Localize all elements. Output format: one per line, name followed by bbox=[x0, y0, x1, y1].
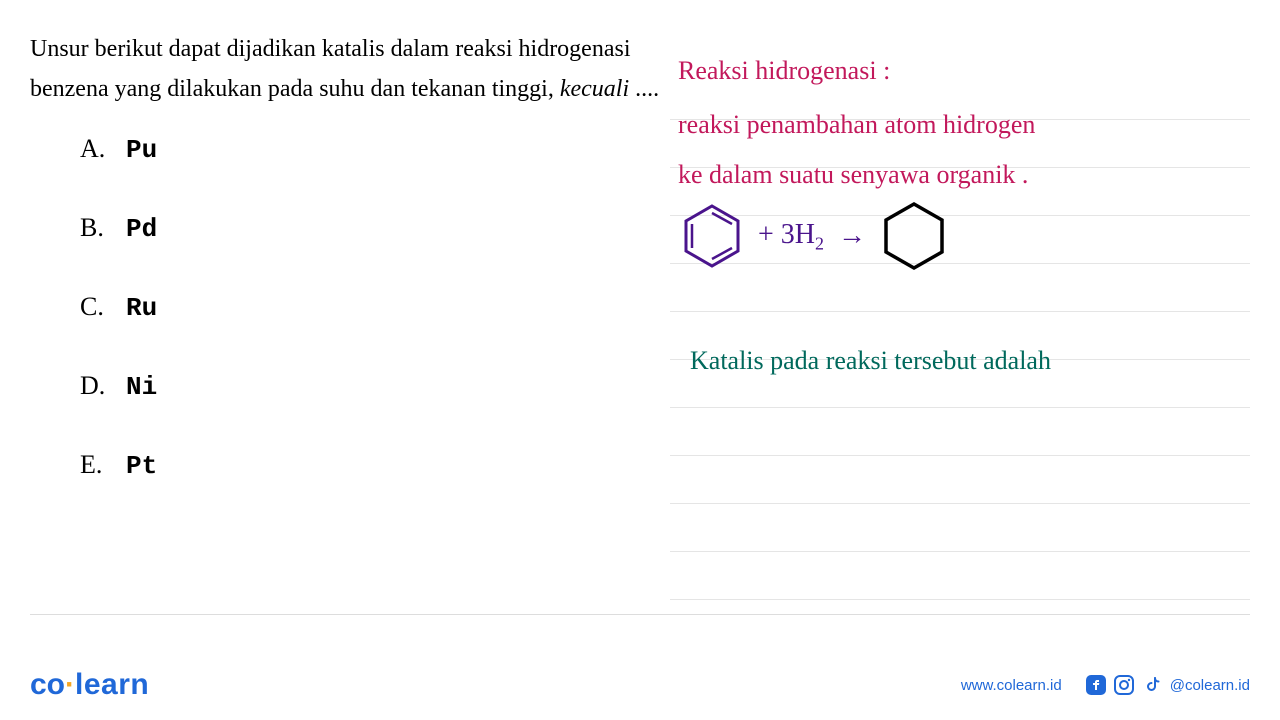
social-links: @colearn.id bbox=[1086, 675, 1250, 695]
option-value: Pt bbox=[126, 451, 157, 481]
option-value: Ni bbox=[126, 372, 157, 402]
equation-subscript: 2 bbox=[815, 233, 824, 253]
footer-right: www.colearn.id @colearn.id bbox=[961, 675, 1250, 695]
arrow-icon: → bbox=[838, 218, 866, 254]
social-handle[interactable]: @colearn.id bbox=[1170, 677, 1250, 694]
option-value: Ru bbox=[126, 293, 157, 323]
answer-panel: Reaksi hidrogenasi : reaksi penambahan a… bbox=[670, 30, 1250, 620]
tiktok-icon[interactable] bbox=[1142, 675, 1162, 695]
option-a[interactable]: A. Pu bbox=[80, 134, 660, 165]
ruled-line bbox=[670, 408, 1250, 456]
option-e[interactable]: E. Pt bbox=[80, 450, 660, 481]
reaction-equation: + 3H2 → bbox=[680, 198, 948, 274]
instagram-icon[interactable] bbox=[1114, 675, 1134, 695]
option-value: Pd bbox=[126, 214, 157, 244]
ruled-line bbox=[670, 504, 1250, 552]
options-list: A. Pu B. Pd C. Ru D. Ni E. Pt bbox=[30, 134, 660, 481]
equation-plus-text: + 3H bbox=[758, 219, 815, 250]
logo-dot: · bbox=[65, 668, 75, 701]
logo-learn: learn bbox=[75, 668, 149, 701]
option-letter: D. bbox=[80, 371, 112, 401]
question-part2: .... bbox=[629, 76, 659, 102]
question-text: Unsur berikut dapat dijadikan katalis da… bbox=[30, 30, 660, 109]
question-panel: Unsur berikut dapat dijadikan katalis da… bbox=[30, 30, 670, 620]
cyclohexane-icon bbox=[880, 198, 948, 274]
facebook-icon[interactable] bbox=[1086, 675, 1106, 695]
benzene-icon bbox=[680, 200, 744, 272]
logo-co: co bbox=[30, 668, 65, 701]
option-letter: B. bbox=[80, 213, 112, 243]
option-letter: C. bbox=[80, 292, 112, 322]
website-url[interactable]: www.colearn.id bbox=[961, 677, 1062, 694]
footer: co·learn www.colearn.id @colearn.id bbox=[0, 650, 1280, 720]
handwriting-catalyst: Katalis pada reaksi tersebut adalah bbox=[690, 344, 1051, 378]
handwriting-line3: ke dalam suatu senyawa organik . bbox=[678, 158, 1028, 192]
option-letter: E. bbox=[80, 450, 112, 480]
ruled-line bbox=[670, 456, 1250, 504]
option-d[interactable]: D. Ni bbox=[80, 371, 660, 402]
equation-plus-h2: + 3H2 bbox=[758, 217, 824, 256]
ruled-lines bbox=[670, 72, 1250, 600]
option-value: Pu bbox=[126, 135, 157, 165]
handwriting-title: Reaksi hidrogenasi : bbox=[678, 54, 890, 88]
question-part1: Unsur berikut dapat dijadikan katalis da… bbox=[30, 36, 631, 102]
divider-line bbox=[30, 614, 1250, 615]
handwriting-line2: reaksi penambahan atom hidrogen bbox=[678, 108, 1035, 142]
option-c[interactable]: C. Ru bbox=[80, 292, 660, 323]
option-b[interactable]: B. Pd bbox=[80, 213, 660, 244]
logo: co·learn bbox=[30, 668, 149, 702]
option-letter: A. bbox=[80, 134, 112, 164]
ruled-line bbox=[670, 552, 1250, 600]
content-area: Unsur berikut dapat dijadikan katalis da… bbox=[0, 0, 1280, 620]
question-italic: kecuali bbox=[560, 76, 629, 102]
